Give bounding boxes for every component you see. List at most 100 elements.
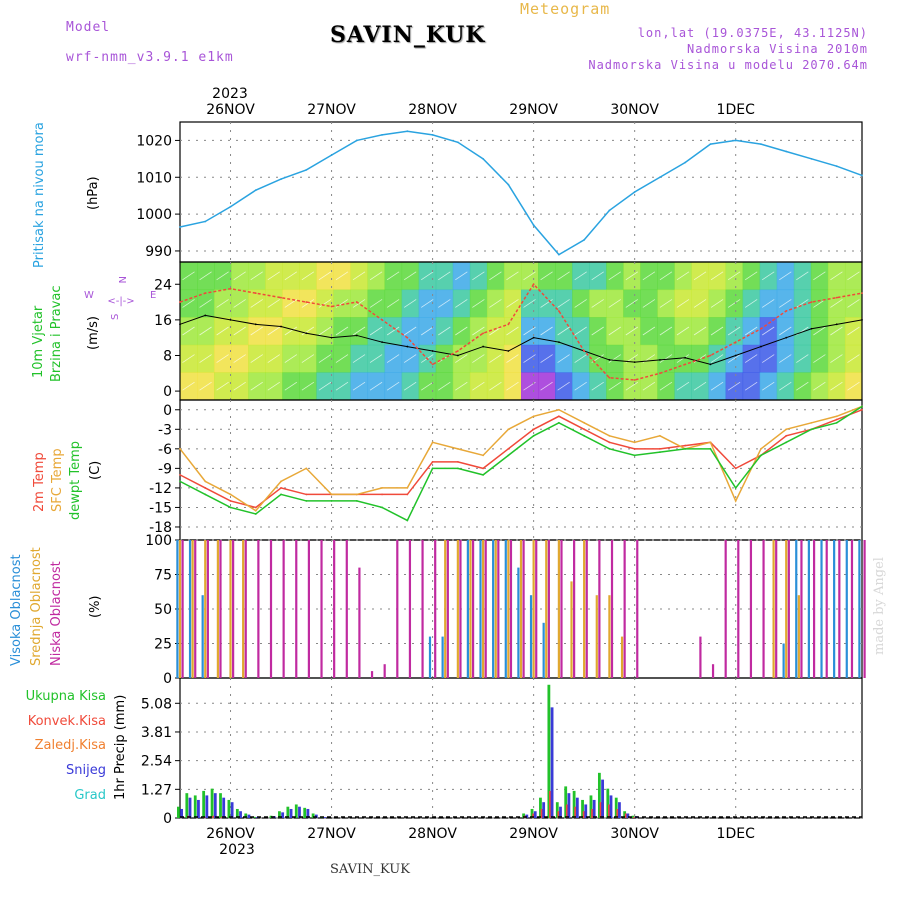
wind-barb (403, 271, 417, 281)
y-tick-label: -3 (158, 422, 172, 438)
precip-bar (564, 786, 568, 818)
cloud-bar (178, 540, 182, 678)
series-line-mean (179, 314, 863, 365)
wind-barb (625, 299, 639, 308)
model-label: Model (66, 20, 111, 35)
precip-bar (227, 799, 231, 818)
wind-barb (796, 299, 809, 308)
data-point (659, 176, 661, 179)
data-point (861, 405, 863, 408)
wind-barb (710, 326, 724, 336)
data-point (608, 209, 611, 212)
y-tick-label: 3.81 (141, 725, 172, 741)
wind-barb (523, 299, 536, 308)
wind-barb (659, 326, 673, 336)
cloud-bar (711, 664, 715, 678)
wind-barb (318, 271, 332, 281)
wind-barb (727, 326, 741, 336)
data-point (557, 253, 560, 256)
data-point (456, 350, 459, 352)
wind-barb (659, 354, 673, 363)
data-point (532, 415, 535, 418)
cloud-bar (471, 540, 475, 678)
wind-barb (796, 271, 809, 281)
data-point (557, 310, 560, 312)
data-point (381, 493, 383, 496)
cloud-bar (775, 540, 778, 678)
wind-barb (455, 299, 468, 308)
cloud-bar (269, 540, 273, 678)
precip-bar (530, 808, 534, 818)
y-tick-label: 1000 (136, 207, 172, 223)
wind-barb (455, 326, 468, 336)
precip-bar (205, 795, 209, 818)
data-point (760, 327, 762, 330)
wind-barb (455, 354, 468, 363)
precip-bar (559, 806, 562, 818)
legend-convective: Konvek.Kisa (28, 714, 106, 729)
cloud-bar (446, 540, 449, 678)
precip-bar (202, 790, 206, 818)
top-year-label: 2023 (212, 86, 248, 102)
wind-barb (523, 326, 536, 336)
y-tick-label: 1020 (136, 133, 172, 149)
cloud-bar (820, 540, 823, 678)
data-point (482, 454, 485, 457)
bottom-date-label: 27NOV (307, 826, 356, 842)
wind-barb (557, 271, 570, 281)
data-point (507, 350, 510, 352)
cloud-bar (858, 540, 861, 678)
precip-bar (294, 804, 298, 818)
cloud-bar (295, 540, 298, 678)
wind-barb (676, 326, 690, 336)
data-point (760, 447, 762, 450)
data-point (330, 154, 333, 157)
wind-barb (608, 299, 621, 308)
precip-bar (557, 811, 561, 818)
data-point (204, 292, 207, 295)
cloud-bar (863, 540, 866, 678)
wind-barb (762, 299, 775, 308)
precip-bar (210, 788, 214, 818)
wind-barb (744, 381, 758, 391)
data-point (229, 318, 232, 321)
y-tick-label: 0 (163, 671, 172, 687)
y-tick-label: -9 (158, 461, 172, 477)
cloud-bar (441, 636, 444, 678)
series-line-dewpt-temp (179, 405, 863, 522)
wind-barb (574, 354, 587, 363)
series-line-sfc-temp (179, 405, 863, 512)
wind-barb (250, 326, 263, 336)
precip-bar (532, 813, 536, 818)
y-tick-label: 1.27 (141, 782, 172, 798)
wind-barb (506, 299, 519, 308)
data-point (861, 408, 863, 411)
wind-barb (642, 326, 656, 336)
wind-barb (744, 326, 758, 336)
cloud-bar (623, 540, 626, 678)
data-point (431, 350, 434, 352)
wind-barb (284, 326, 298, 336)
wind-barb (710, 299, 724, 308)
wind-barb (813, 354, 826, 363)
cloud-bar (699, 636, 702, 678)
panels-layer: 9901000101010200816240-3-6-9-12-15-18025… (136, 121, 866, 827)
precip-bar (306, 808, 310, 818)
data-point (431, 133, 434, 136)
wind-barb (318, 299, 332, 308)
y-tick-label: 24 (154, 277, 172, 293)
wind-barb (199, 299, 212, 308)
data-point (835, 418, 838, 421)
data-point (355, 493, 358, 496)
cloud-bar (519, 540, 523, 678)
wind-barb (182, 381, 195, 391)
data-point (785, 336, 788, 339)
wind-barb (216, 299, 229, 308)
cloud-bar (509, 540, 513, 678)
cloud-bar (850, 540, 854, 678)
y-tick-label: 1010 (136, 170, 172, 186)
top-date-label: 28NOV (408, 102, 457, 118)
wind-barb (574, 299, 587, 308)
pressure-unit: (hPa) (86, 176, 101, 210)
precip-bar (633, 816, 637, 818)
